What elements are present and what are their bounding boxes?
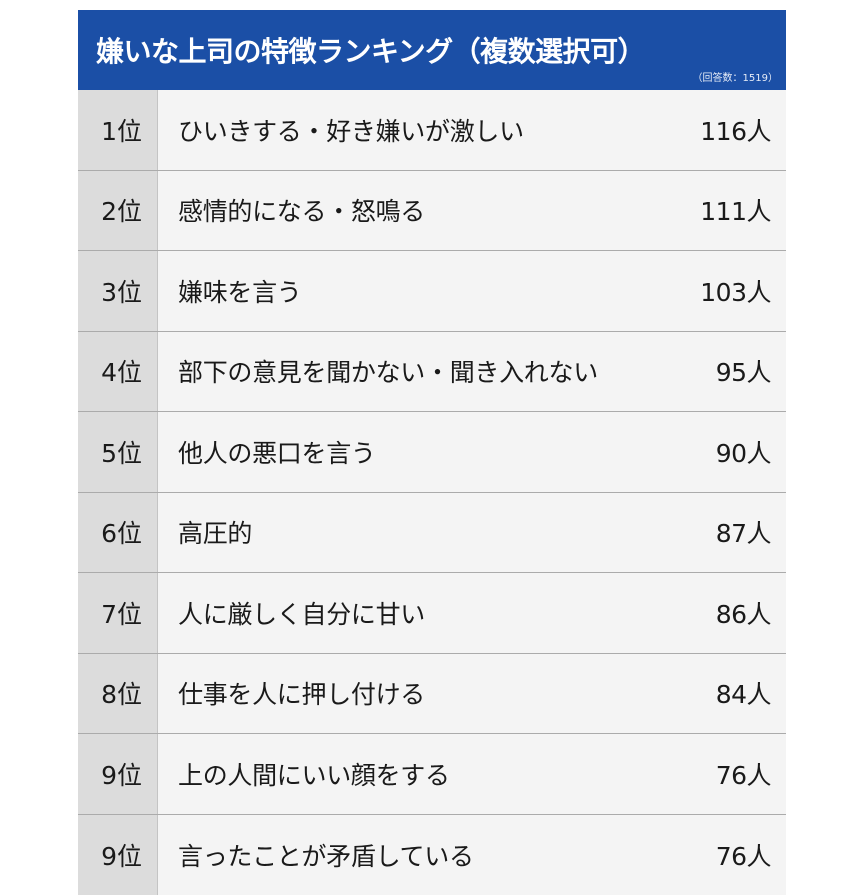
rank-cell: 7位 [78,573,158,653]
trait-cell: 仕事を人に押し付ける [158,654,716,734]
trait-cell: 嫌味を言う [158,251,700,331]
table-row: 5位 他人の悪口を言う 90人 [78,412,786,493]
rank-cell: 9位 [78,815,158,895]
ranking-list: 1位 ひいきする・好き嫌いが激しい 116人 2位 感情的になる・怒鳴る 111… [78,90,786,895]
table-row: 8位 仕事を人に押し付ける 84人 [78,654,786,735]
count-cell: 103人 [700,251,786,331]
table-row: 7位 人に厳しく自分に甘い 86人 [78,573,786,654]
table-row: 9位 言ったことが矛盾している 76人 [78,815,786,895]
trait-cell: 高圧的 [158,493,716,573]
trait-cell: 感情的になる・怒鳴る [158,171,700,251]
rank-cell: 1位 [78,90,158,170]
trait-cell: 上の人間にいい顔をする [158,734,716,814]
count-cell: 87人 [716,493,786,573]
count-cell: 95人 [716,332,786,412]
trait-cell: 他人の悪口を言う [158,412,716,492]
count-cell: 111人 [700,171,786,251]
table-row: 1位 ひいきする・好き嫌いが激しい 116人 [78,90,786,171]
respondent-count-note: （回答数：1519） [693,69,778,84]
page-title: 嫌いな上司の特徴ランキング（複数選択可） [96,30,645,70]
count-cell: 76人 [716,815,786,895]
rank-cell: 2位 [78,171,158,251]
table-row: 9位 上の人間にいい顔をする 76人 [78,734,786,815]
count-cell: 116人 [700,90,786,170]
rank-cell: 9位 [78,734,158,814]
table-row: 6位 高圧的 87人 [78,493,786,574]
table-row: 3位 嫌味を言う 103人 [78,251,786,332]
rank-cell: 6位 [78,493,158,573]
ranking-table: 嫌いな上司の特徴ランキング（複数選択可） （回答数：1519） 1位 ひいきする… [78,10,786,895]
count-cell: 76人 [716,734,786,814]
rank-cell: 8位 [78,654,158,734]
trait-cell: 人に厳しく自分に甘い [158,573,716,653]
count-cell: 84人 [716,654,786,734]
rank-cell: 4位 [78,332,158,412]
table-row: 4位 部下の意見を聞かない・聞き入れない 95人 [78,332,786,413]
trait-cell: 部下の意見を聞かない・聞き入れない [158,332,716,412]
trait-cell: 言ったことが矛盾している [158,815,716,895]
table-row: 2位 感情的になる・怒鳴る 111人 [78,171,786,252]
trait-cell: ひいきする・好き嫌いが激しい [158,90,700,170]
count-cell: 86人 [716,573,786,653]
table-header: 嫌いな上司の特徴ランキング（複数選択可） （回答数：1519） [78,10,786,90]
rank-cell: 3位 [78,251,158,331]
rank-cell: 5位 [78,412,158,492]
count-cell: 90人 [716,412,786,492]
